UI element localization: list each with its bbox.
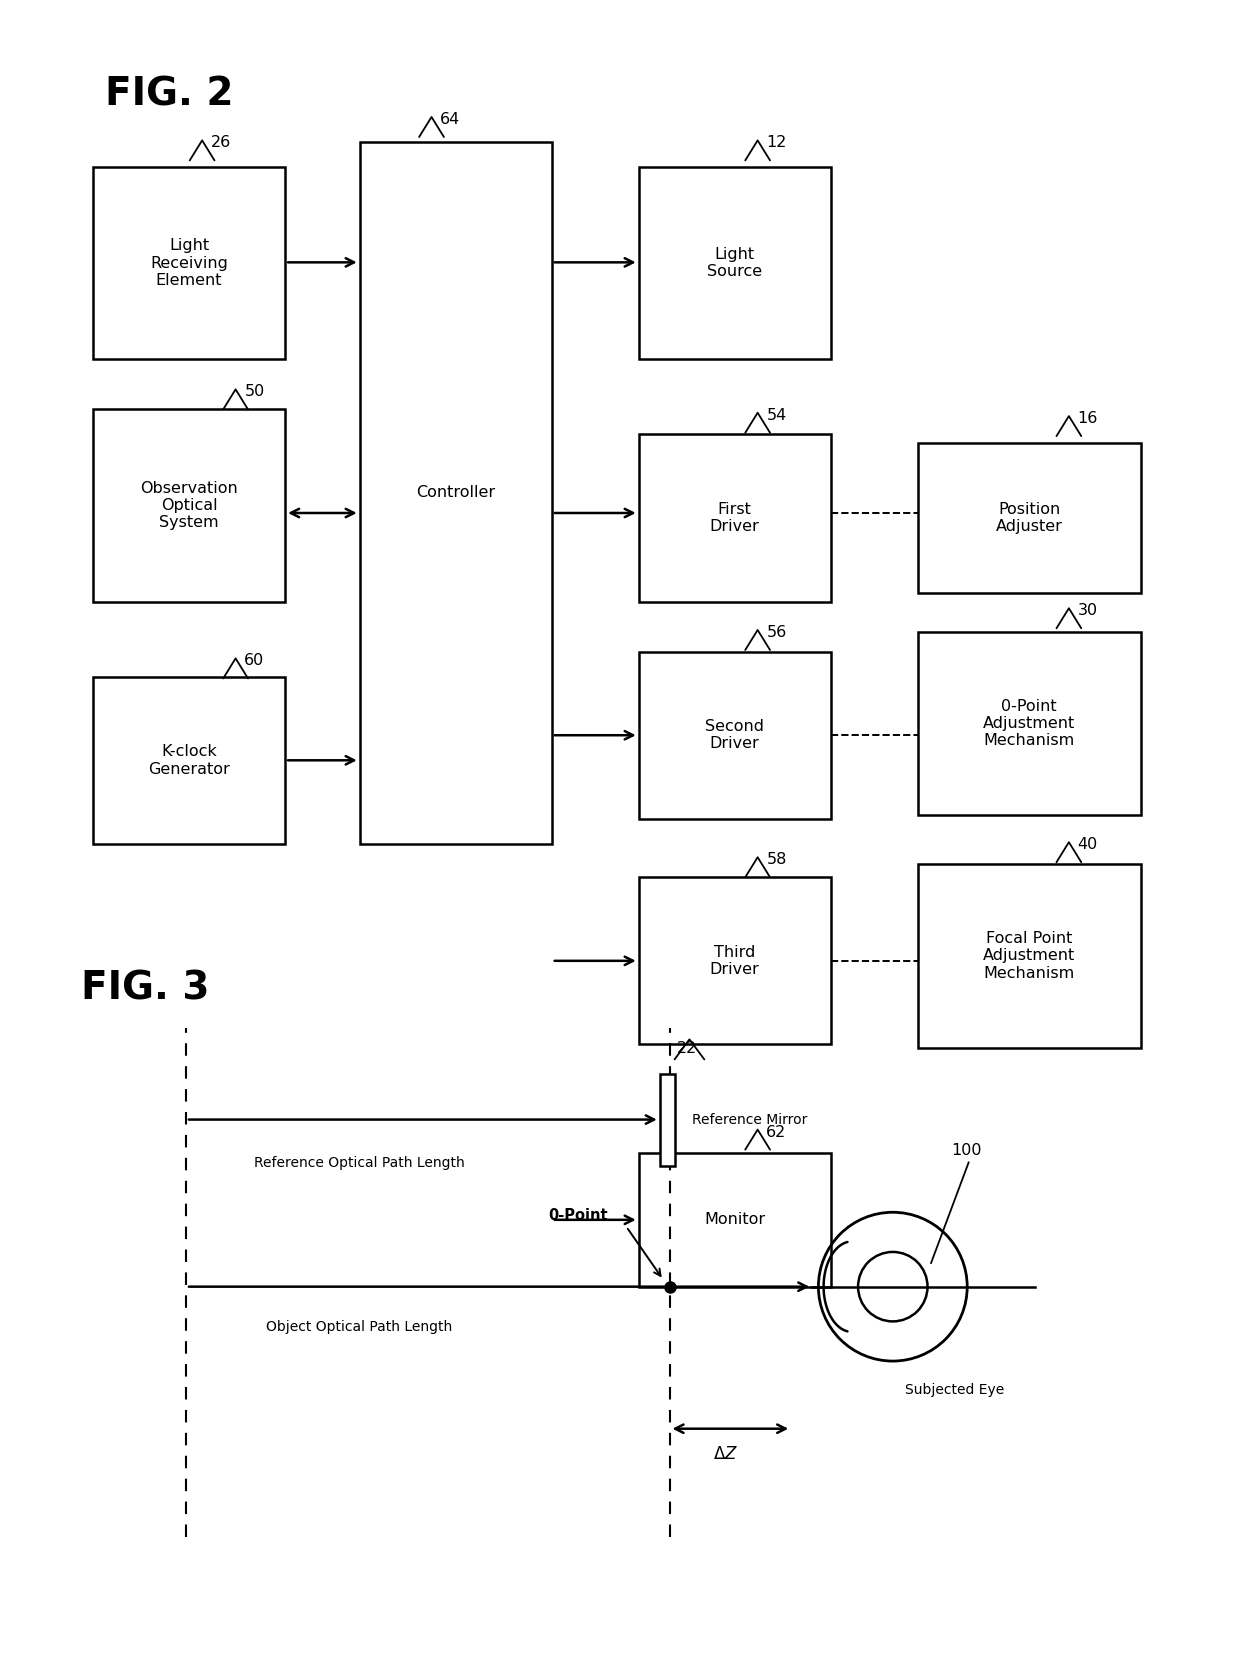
Text: 0-Point: 0-Point: [548, 1208, 608, 1223]
Text: FIG. 3: FIG. 3: [81, 969, 210, 1008]
Bar: [93, 409, 285, 602]
Text: 26: 26: [211, 135, 231, 150]
Bar: [918, 864, 1141, 1048]
Text: 62: 62: [766, 1125, 786, 1140]
Text: 22: 22: [677, 1041, 697, 1056]
Text: Second
Driver: Second Driver: [706, 719, 764, 752]
Text: 50: 50: [244, 384, 264, 399]
Text: 60: 60: [244, 653, 264, 668]
Text: 64: 64: [440, 112, 460, 127]
Text: Third
Driver: Third Driver: [709, 944, 760, 978]
Text: Reference Mirror: Reference Mirror: [692, 1113, 807, 1126]
Bar: [639, 167, 831, 359]
Text: 54: 54: [766, 408, 786, 423]
Bar: [360, 142, 552, 844]
Text: $\Delta Z$: $\Delta Z$: [713, 1445, 738, 1464]
Text: 30: 30: [1078, 603, 1097, 618]
Text: 12: 12: [766, 135, 786, 150]
Text: Controller: Controller: [417, 486, 495, 500]
Text: Position
Adjuster: Position Adjuster: [996, 501, 1063, 535]
Bar: [639, 652, 831, 819]
Bar: [639, 1153, 831, 1287]
Text: Object Optical Path Length: Object Optical Path Length: [267, 1320, 453, 1333]
Text: K-clock
Generator: K-clock Generator: [149, 744, 229, 777]
Bar: [639, 434, 831, 602]
Text: First
Driver: First Driver: [709, 501, 760, 535]
Text: 0-Point
Adjustment
Mechanism: 0-Point Adjustment Mechanism: [983, 698, 1075, 749]
Text: 56: 56: [766, 625, 786, 640]
Bar: [93, 677, 285, 844]
Bar: [93, 167, 285, 359]
Text: Reference Optical Path Length: Reference Optical Path Length: [254, 1156, 465, 1170]
Text: Light
Source: Light Source: [707, 247, 763, 279]
Text: FIG. 2: FIG. 2: [105, 75, 234, 114]
Bar: [639, 877, 831, 1044]
Bar: [660, 1074, 675, 1166]
Text: 58: 58: [766, 852, 786, 867]
Text: Subjected Eye: Subjected Eye: [905, 1384, 1004, 1397]
Text: 16: 16: [1078, 411, 1097, 426]
Bar: [918, 632, 1141, 815]
Bar: [918, 443, 1141, 593]
Text: Monitor: Monitor: [704, 1213, 765, 1227]
Text: 40: 40: [1078, 837, 1097, 852]
Text: 100: 100: [951, 1143, 982, 1158]
Text: Light
Receiving
Element: Light Receiving Element: [150, 239, 228, 287]
Text: Observation
Optical
System: Observation Optical System: [140, 481, 238, 530]
Text: Focal Point
Adjustment
Mechanism: Focal Point Adjustment Mechanism: [983, 931, 1075, 981]
